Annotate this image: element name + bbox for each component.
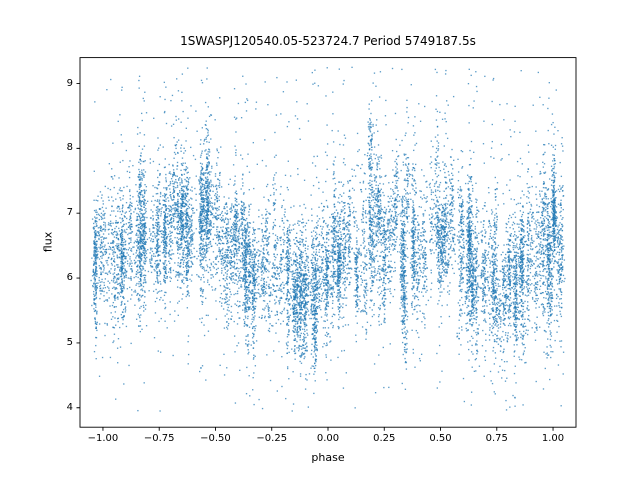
x-tick-label: 0.50 — [429, 433, 452, 444]
x-tick-label: 0.00 — [316, 433, 340, 444]
x-axis-label: phase — [311, 451, 345, 464]
y-tick-label: 7 — [66, 207, 73, 219]
x-tick-label: −0.75 — [143, 433, 175, 444]
x-tick-label: −0.50 — [200, 433, 231, 444]
chart-title: 1SWASPJ120540.05-523724.7 Period 5749187… — [180, 34, 476, 48]
y-tick-label: 9 — [66, 77, 73, 89]
y-tick-label: 5 — [66, 336, 73, 348]
y-tick-label: 8 — [66, 142, 73, 154]
x-tick-label: 0.25 — [373, 433, 396, 444]
x-tick-label: 0.75 — [485, 433, 508, 444]
y-tick-label: 4 — [66, 401, 73, 413]
x-tick-label: −1.00 — [87, 433, 119, 444]
y-tick-label: 6 — [66, 272, 73, 284]
x-tick-label: 1.00 — [541, 433, 565, 444]
x-tick-label: −0.25 — [256, 433, 288, 444]
y-axis-label: flux — [41, 231, 55, 253]
